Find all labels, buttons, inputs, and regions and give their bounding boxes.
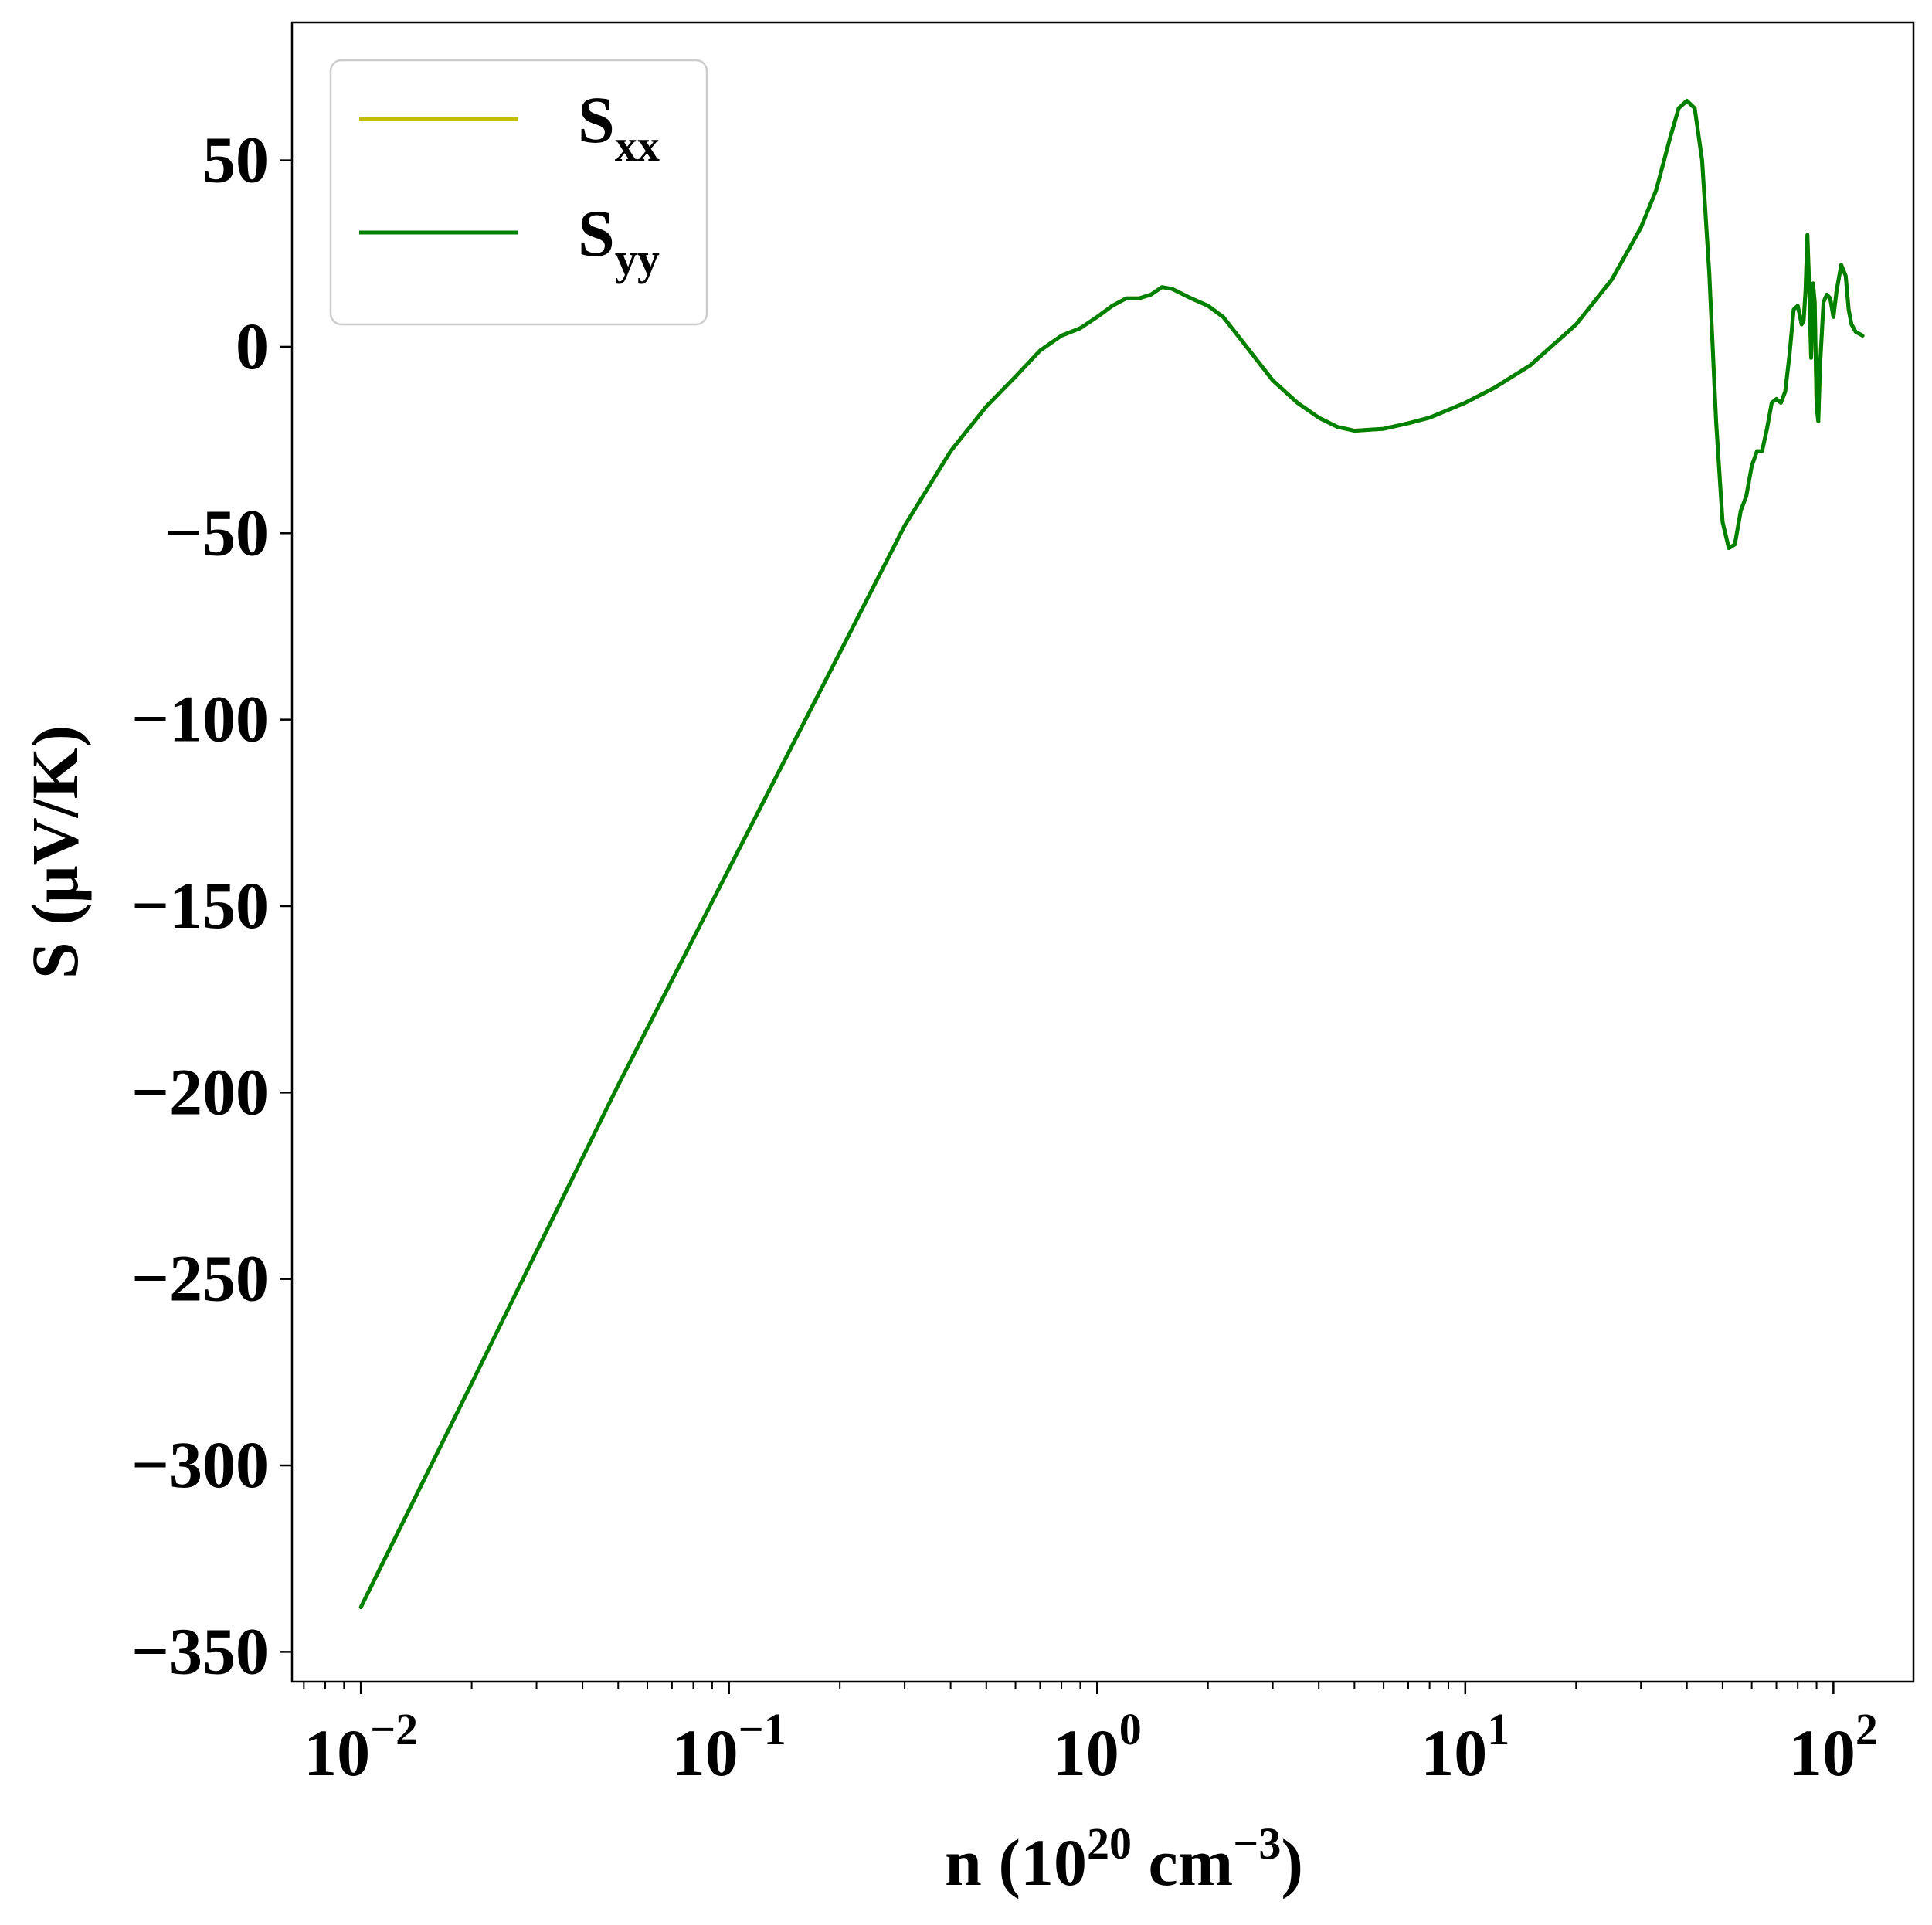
y-axis-label: S (μV/K) xyxy=(18,725,92,979)
y-tick-label: −150 xyxy=(131,868,269,942)
legend-label-sxx-base: S xyxy=(578,83,615,157)
legend: Sxx Syy xyxy=(329,59,708,326)
x-tick-label: 102 xyxy=(1789,1704,1878,1790)
legend-label-sxx-sub: xx xyxy=(615,121,660,171)
x-axis-label-mid: cm xyxy=(1132,1825,1233,1900)
series-layer xyxy=(358,98,1865,1609)
x-tick-label: 10−2 xyxy=(304,1704,418,1790)
y-tick-label: −300 xyxy=(131,1428,269,1502)
y-tick-label: 0 xyxy=(236,309,269,383)
x-tick-label-base: 10 xyxy=(1421,1716,1487,1790)
x-axis-label-suffix: ) xyxy=(1281,1825,1303,1900)
x-tick-label-base: 10 xyxy=(1789,1716,1856,1790)
y-tick-label: −250 xyxy=(131,1241,269,1316)
x-axis-label-exp1: 20 xyxy=(1087,1818,1132,1869)
y-tick-label: −100 xyxy=(131,682,269,756)
x-tick-label-base: 10 xyxy=(1053,1716,1119,1790)
series-line-yy xyxy=(358,98,1865,1609)
x-tick-label-base: 10 xyxy=(672,1716,739,1790)
legend-label-syy: Syy xyxy=(578,196,660,284)
y-axis: 50 0 −50 −100 −150 −200 −250 −300 −350 xyxy=(131,123,292,1688)
y-tick-label: 50 xyxy=(202,123,269,197)
x-tick-label-exp: 2 xyxy=(1856,1704,1878,1754)
x-tick-label: 101 xyxy=(1421,1704,1509,1790)
x-tick-label: 10−1 xyxy=(672,1704,786,1790)
legend-label-syy-base: S xyxy=(578,196,615,270)
y-tick-label: −200 xyxy=(131,1054,269,1129)
x-axis-label-exp2: −3 xyxy=(1233,1818,1281,1869)
x-tick-label-exp: −2 xyxy=(370,1704,418,1754)
x-axis-label-prefix: n (10 xyxy=(945,1825,1087,1900)
plot-frame xyxy=(290,21,1915,1683)
y-tick-label: −50 xyxy=(165,495,269,569)
x-tick-label-base: 10 xyxy=(304,1716,370,1790)
legend-box xyxy=(329,59,708,326)
legend-label-sxx: Sxx xyxy=(578,83,660,171)
x-tick-label-exp: −1 xyxy=(739,1704,786,1754)
x-axis: 10−2 10−1 100 101 102 xyxy=(303,1682,1878,1790)
y-tick-label: −350 xyxy=(131,1614,269,1688)
x-tick-label-exp: 0 xyxy=(1119,1704,1142,1754)
legend-label-syy-sub: yy xyxy=(615,234,660,284)
x-axis-label: n (1020 cm−3) xyxy=(945,1818,1303,1900)
x-tick-label: 100 xyxy=(1053,1704,1142,1790)
x-tick-label-exp: 1 xyxy=(1487,1704,1509,1754)
